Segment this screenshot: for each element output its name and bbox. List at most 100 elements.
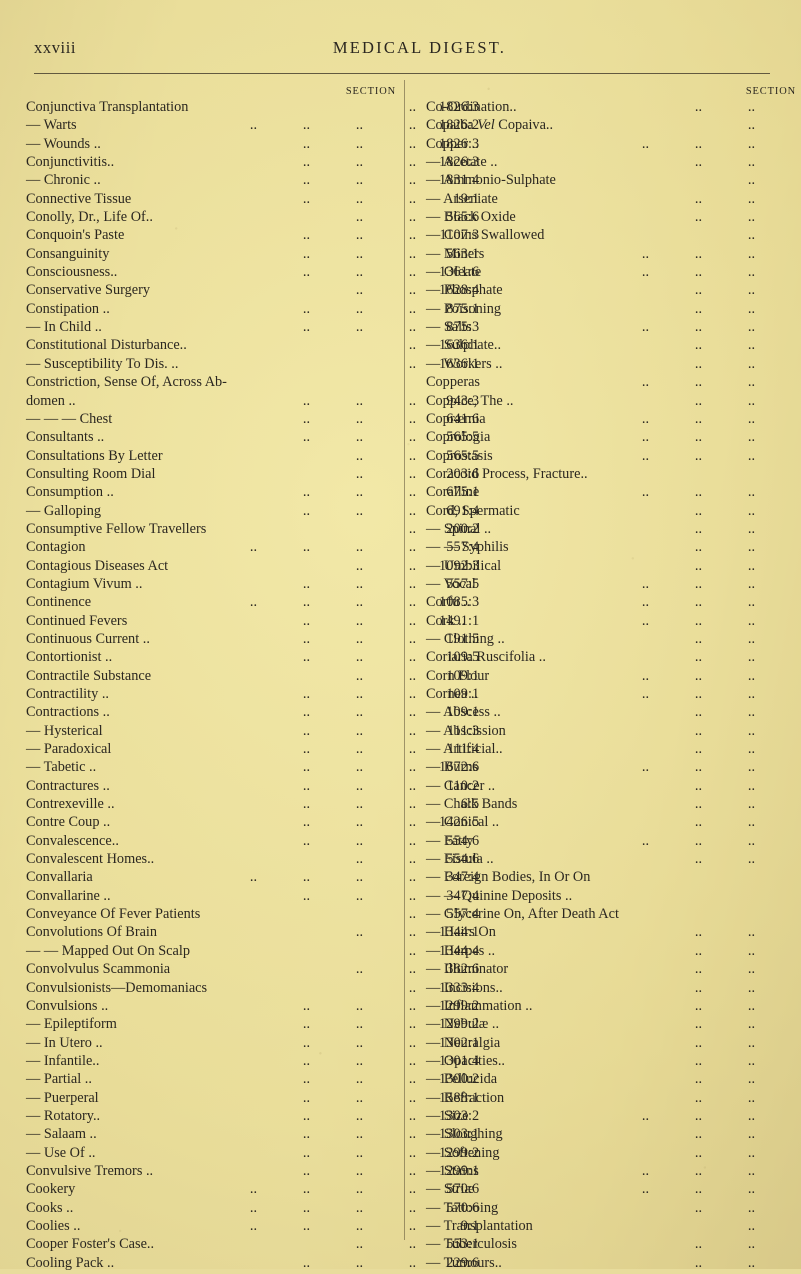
index-entry-row: — Susceptibility To Dis. .... 1636:1 bbox=[26, 357, 479, 375]
index-leader-dots: ...... bbox=[227, 999, 439, 1017]
leader-dot-pair: .. bbox=[778, 577, 801, 591]
leader-dot-pair: .. bbox=[694, 448, 703, 464]
leader-dot-pair: .. bbox=[747, 943, 756, 959]
leader-dot-pair: .. bbox=[302, 1127, 311, 1143]
leader-dot-pair: .. bbox=[778, 1237, 801, 1251]
index-entry-row: — Clothing ........359:3 bbox=[426, 632, 801, 650]
index-entry-term: — Clothing .. bbox=[426, 630, 505, 647]
index-entry-row: Consultations By Letter.... 565:5 bbox=[26, 447, 480, 467]
index-leader-dots: ...... bbox=[227, 1146, 439, 1164]
index-entry-section: 1491:1 bbox=[438, 612, 480, 629]
index-entry-term: — — Mapped Out On Scalp bbox=[26, 942, 190, 959]
leader-dot-pair: .. bbox=[778, 302, 801, 316]
leader-dot-pair: .. bbox=[747, 1237, 756, 1253]
index-entry-section: 875:3 bbox=[446, 319, 480, 336]
leader-dot-pair: .. bbox=[694, 962, 703, 978]
index-entry-section: 1426:5 bbox=[438, 814, 480, 831]
leader-dot-pair: .. bbox=[747, 1200, 756, 1216]
leader-dot-pair: .. bbox=[302, 301, 311, 317]
leader-dot-pair: .. bbox=[747, 687, 756, 702]
index-entry-term: — Sloughing bbox=[426, 1126, 503, 1143]
index-entry-row: Consumption ........ 675:1 bbox=[26, 485, 479, 503]
leader-dot-pair: .. bbox=[302, 393, 311, 409]
index-entry-row: — Conical ........1849:1 bbox=[426, 815, 801, 833]
index-entry-section: 347:4 bbox=[446, 869, 480, 886]
index-entry-term: — Coins Swallowed bbox=[426, 227, 545, 244]
leader-dot-pair: .. bbox=[355, 925, 364, 941]
index-entry-row: — Illuminator......1824:5 bbox=[426, 962, 801, 980]
index-leader-dots: ........ bbox=[619, 1109, 801, 1127]
leader-dot-pair: .. bbox=[694, 650, 703, 666]
leader-dot-pair: .. bbox=[302, 576, 311, 592]
leader-dot-pair: .. bbox=[302, 503, 311, 519]
index-entry-row: — Softening......1845:5 bbox=[426, 1145, 801, 1164]
leader-dot-pair: .. bbox=[641, 246, 650, 262]
leader-dot-pair: .. bbox=[778, 265, 801, 279]
leader-dot-pair: .. bbox=[694, 393, 703, 409]
leader-dot-pair: .. bbox=[408, 118, 417, 134]
index-entry-section: 1344:4 bbox=[438, 942, 480, 959]
leader-dot-pair: .. bbox=[778, 614, 801, 628]
leader-dot-pair: .. bbox=[408, 1127, 417, 1143]
leader-dot-pair: .. bbox=[747, 1108, 756, 1124]
index-entry-row: Convallarine ........ 347:4 bbox=[26, 888, 479, 907]
leader-dot-pair: .. bbox=[778, 760, 801, 774]
leader-dot-pair: .. bbox=[355, 1035, 364, 1051]
index-entry-row: — Poisoning......298:2 bbox=[426, 301, 801, 320]
index-leader-dots: ...... bbox=[619, 925, 801, 943]
index-entry-row: Constriction, Sense Of, Across Ab- bbox=[26, 375, 479, 393]
index-entry-row: Contagion........ 557:4 bbox=[26, 540, 479, 558]
index-entry-section: 641:6 bbox=[446, 410, 480, 427]
index-leader-dots: ...... bbox=[619, 705, 801, 723]
leader-dot-pair: .. bbox=[355, 742, 364, 758]
index-entry-row: — Chalk Bands......1847:3 bbox=[426, 797, 801, 815]
index-leader-dots: ...... bbox=[619, 504, 801, 522]
leader-dot-pair: .. bbox=[778, 999, 801, 1013]
leader-dot-pair: .. bbox=[694, 1127, 703, 1143]
index-entry-row: Copper ..........297:1 bbox=[426, 136, 801, 155]
leader-dot-pair: .. bbox=[355, 301, 364, 317]
leader-dot-pair: .. bbox=[408, 301, 417, 317]
index-entry-term: — Chronic .. bbox=[26, 172, 101, 189]
index-entry-section: 1107:3 bbox=[439, 227, 480, 244]
leader-dot-pair: .. bbox=[747, 540, 756, 556]
leader-dot-pair: .. bbox=[408, 1035, 417, 1051]
index-leader-dots bbox=[227, 375, 439, 393]
index-entry-section: 565:5 bbox=[446, 447, 480, 464]
leader-dot-pair: .. bbox=[408, 1090, 417, 1106]
leader-dot-pair: .. bbox=[747, 155, 756, 171]
index-entry-row: — Sloughing......1845:5 bbox=[426, 1127, 801, 1145]
leader-dot-pair: .. bbox=[408, 210, 417, 226]
index-leader-dots: ...... bbox=[227, 504, 439, 522]
leader-dot-pair: .. bbox=[747, 485, 756, 501]
index-leader-dots: ...... bbox=[227, 412, 439, 430]
leader-dot-pair: .. bbox=[694, 320, 703, 336]
index-leader-dots: ........ bbox=[619, 449, 801, 467]
index-entry-term: Conjunctiva Transplantation bbox=[26, 99, 189, 115]
leader-dot-pair: .. bbox=[694, 613, 703, 629]
index-entry-row: Contagium Vivum ........ 557:5 bbox=[26, 577, 479, 595]
leader-dot-pair: .. bbox=[302, 815, 311, 831]
leader-dot-pair: .. bbox=[694, 1035, 703, 1051]
index-entry-section: 1092:3 bbox=[438, 557, 480, 574]
index-entry-term: domen .. bbox=[26, 392, 76, 409]
index-entry-section: 1299:2 bbox=[438, 1016, 480, 1033]
leader-dot-pair: .. bbox=[747, 595, 756, 611]
index-entry-row: — Oleate........22:5 bbox=[426, 265, 801, 283]
index-entry-term: Coriaria Ruscifolia .. bbox=[426, 649, 546, 666]
index-entry-row: Conjunctivitis........ 1826:3 bbox=[26, 155, 479, 173]
index-entry-term: — Herpes .. bbox=[426, 942, 496, 959]
leader-dot-pair: .. bbox=[249, 1182, 258, 1198]
index-entry-section: 1299:2 bbox=[438, 1144, 480, 1161]
leader-dot-pair: .. bbox=[302, 155, 311, 171]
leader-dot-pair: .. bbox=[694, 1255, 703, 1271]
index-entry-term: — Abscess .. bbox=[426, 704, 501, 721]
index-leader-dots: ...... bbox=[619, 724, 801, 742]
index-entry-term: — Striæ bbox=[426, 1181, 475, 1198]
index-leader-dots: ...... bbox=[619, 999, 801, 1017]
index-leader-dots: ........ bbox=[619, 1182, 801, 1200]
leader-dot-pair: .. bbox=[778, 357, 801, 371]
leader-dot-pair: .. bbox=[747, 320, 756, 336]
leader-dot-pair: .. bbox=[355, 760, 364, 776]
leader-dot-pair: .. bbox=[694, 760, 703, 776]
